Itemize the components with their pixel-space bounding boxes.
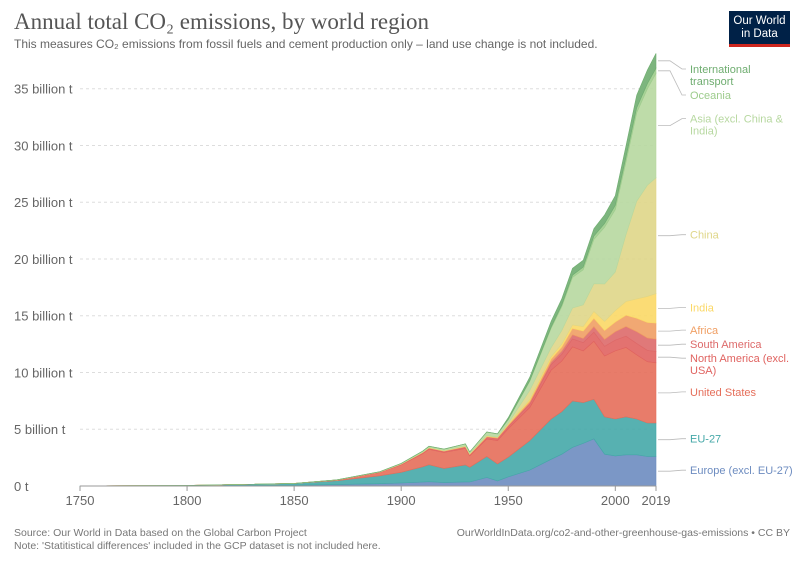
x-tick-label: 1750 <box>66 493 95 508</box>
y-tick-label: 5 billion t <box>14 422 66 437</box>
y-tick-label: 30 billion t <box>14 138 73 153</box>
x-tick-label: 1850 <box>280 493 309 508</box>
y-tick-label: 0 t <box>14 479 29 494</box>
chart-title: Annual total CO₂ emissions, by world reg… <box>14 9 429 34</box>
y-tick-label: 10 billion t <box>14 365 73 380</box>
legend-connector <box>658 118 686 126</box>
x-tick-label: 2000 <box>601 493 630 508</box>
y-tick-label: 35 billion t <box>14 82 73 97</box>
legend-label-china[interactable]: China <box>690 230 720 242</box>
legend-label-united-states[interactable]: United States <box>690 387 757 399</box>
source-url-link[interactable]: OurWorldInData.org/co2-and-other-greenho… <box>456 527 749 539</box>
legend-connector <box>658 306 686 309</box>
source-text: Source: Our World in Data based on the G… <box>14 527 307 539</box>
chart-subtitle: This measures CO₂ emissions from fossil … <box>14 37 598 51</box>
footer-separator: • <box>748 527 758 539</box>
legend-connector <box>658 234 686 237</box>
legend-connector <box>658 469 686 472</box>
logo-line-2: in Data <box>741 28 778 40</box>
legend: International transport Oceania Asia (excl.… <box>658 60 793 477</box>
legend-label-asia-excl-china-india[interactable]: Asia (excl. China & India) <box>690 114 784 138</box>
legend-label-africa[interactable]: Africa <box>690 325 719 337</box>
legend-label-india[interactable]: India <box>690 302 715 314</box>
legend-label-oceania[interactable]: Oceania <box>690 90 732 102</box>
footer-notes: Source: Our World in Data based on the G… <box>14 527 381 553</box>
x-tick-label: 2019 <box>642 493 671 508</box>
x-tick-label: 1800 <box>173 493 202 508</box>
x-tick-label: 1950 <box>494 493 523 508</box>
legend-label-eu-27[interactable]: EU-27 <box>690 434 721 446</box>
y-tick-label: 20 billion t <box>14 252 73 267</box>
note-text: Note: 'Statitistical differences' includ… <box>14 540 381 552</box>
y-tick-label: 25 billion t <box>14 195 73 210</box>
stacked-areas <box>79 53 657 487</box>
area-chart: 0 t 5 billion t 10 billion t 15 billion t 20… <box>14 53 793 508</box>
area-international-transport[interactable] <box>79 53 657 487</box>
logo-accent-bar <box>729 44 790 47</box>
legend-connector <box>658 356 686 359</box>
y-tick-label: 15 billion t <box>14 309 73 324</box>
legend-label-south-america[interactable]: South America <box>690 339 762 351</box>
logo-line-1: Our World <box>733 15 786 27</box>
x-tick-label: 1900 <box>387 493 416 508</box>
legend-label-europe-excl-eu-27[interactable]: Europe (excl. EU-27) <box>690 465 793 477</box>
legend-connector <box>658 343 686 346</box>
owid-logo[interactable]: Our World in Data <box>729 11 790 47</box>
axes: 0 t 5 billion t 10 billion t 15 billion t 20… <box>14 82 670 508</box>
footer-credit: OurWorldInData.org/co2-and-other-greenho… <box>457 527 790 539</box>
legend-connector <box>658 60 686 70</box>
legend-connector <box>658 70 686 96</box>
legend-label-north-america-excl-usa[interactable]: North America (excl. USA) <box>690 353 789 377</box>
legend-connector <box>658 391 686 394</box>
legend-label-international-transport[interactable]: International transport <box>690 64 751 88</box>
legend-connector <box>658 438 686 441</box>
license-link[interactable]: CC BY <box>757 527 790 539</box>
legend-connector <box>658 329 686 332</box>
